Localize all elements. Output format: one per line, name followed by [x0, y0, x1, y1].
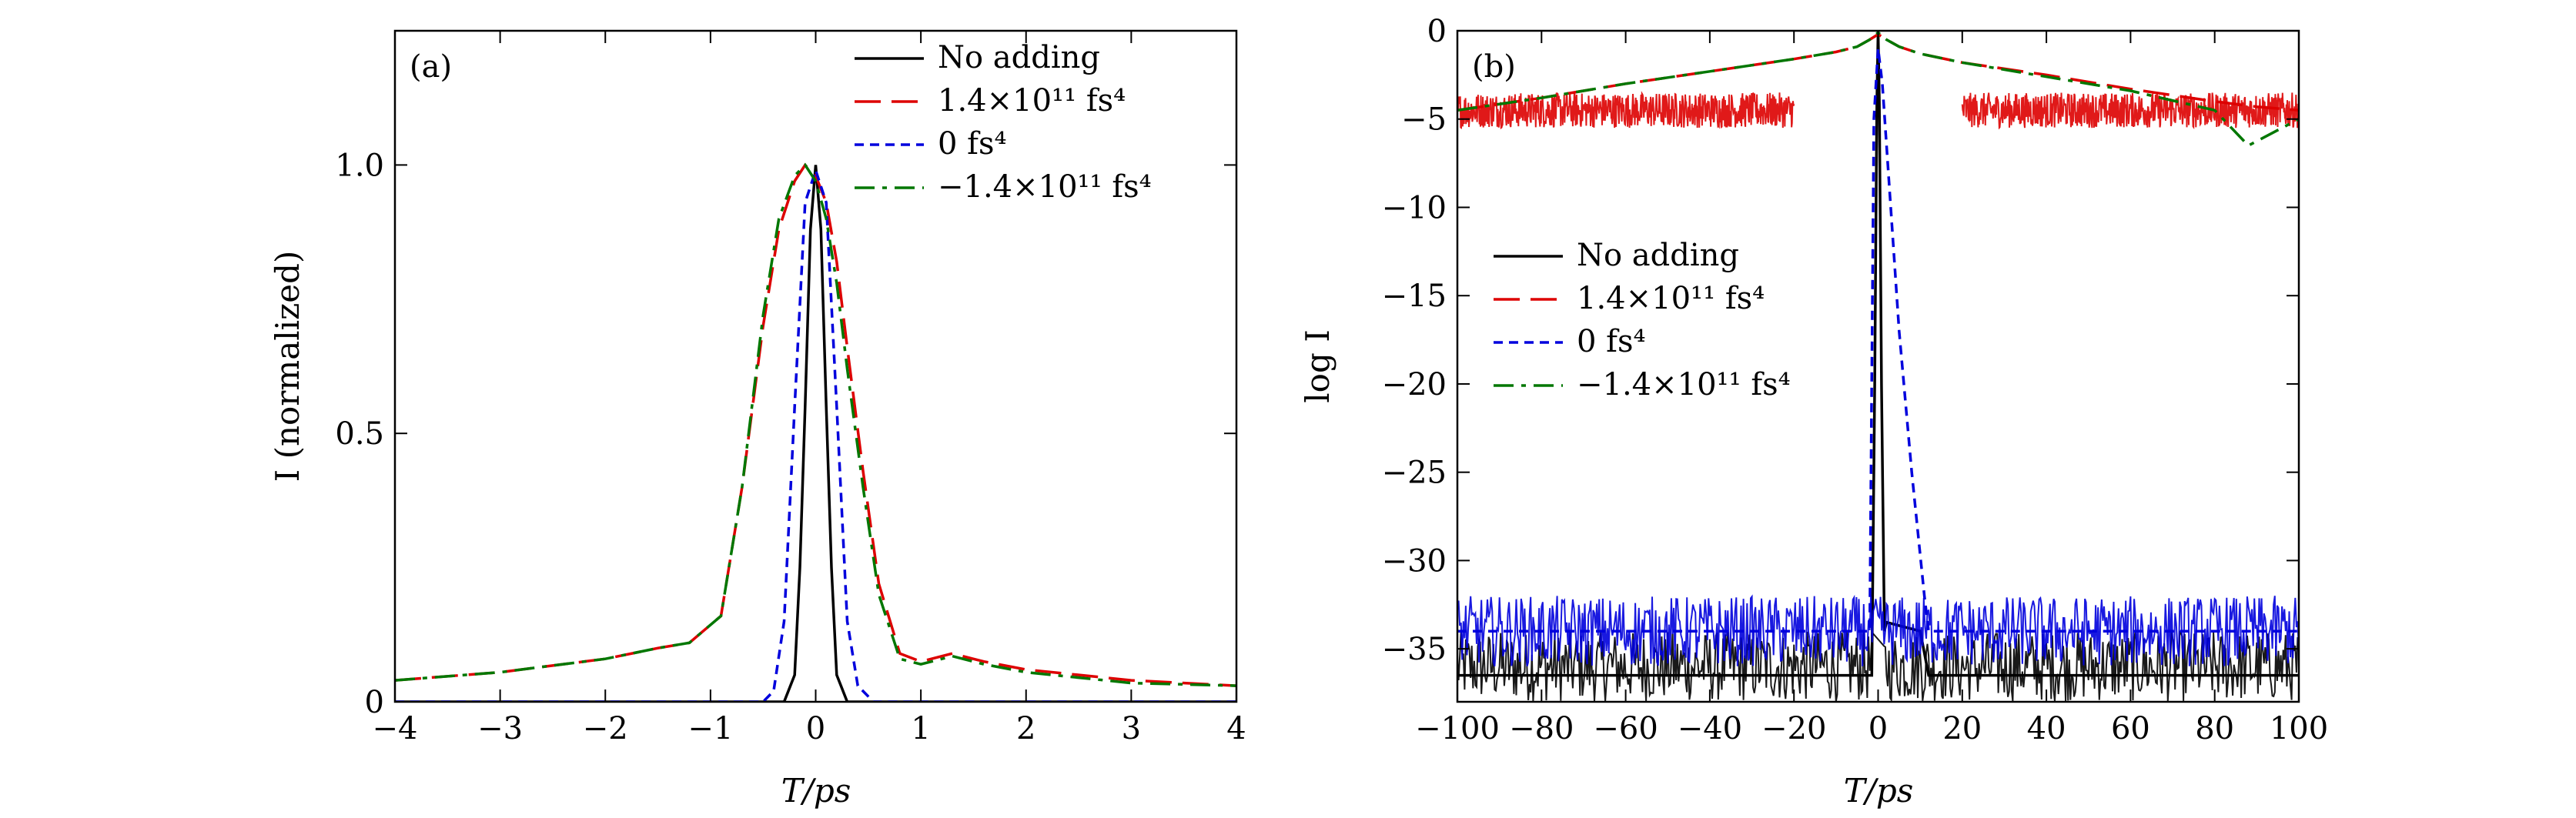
- x-tick-label: −60: [1593, 711, 1658, 746]
- x-tick-label: 0: [1868, 711, 1888, 746]
- panel-b-frame: [1456, 29, 2300, 703]
- y-tick-label: −35: [1382, 632, 1447, 667]
- legend-entry-label: 1.4×10¹¹ fs⁴: [938, 83, 1126, 119]
- series-line: [395, 165, 1236, 702]
- x-tick-label: −80: [1509, 711, 1574, 746]
- y-tick-label: −15: [1382, 279, 1447, 314]
- x-tick-label: 80: [2195, 711, 2234, 746]
- y-tick-label: −30: [1382, 543, 1447, 579]
- y-tick-label: 0: [1427, 14, 1447, 49]
- series-line: [395, 165, 1236, 702]
- x-tick-label: 3: [1122, 711, 1141, 746]
- y-tick-label: −25: [1382, 456, 1447, 491]
- x-tick-label: 20: [1942, 711, 1982, 746]
- x-tick-label: −3: [477, 711, 523, 746]
- series-noise-band: [1457, 91, 1795, 130]
- panel-b-x-ticks: −100 −80 −60 −40 −20 0 20 40 60 80 100: [1415, 31, 2328, 746]
- x-tick-label: −4: [373, 711, 418, 746]
- x-tick-label: −40: [1678, 711, 1742, 746]
- panel-a-legend: No adding 1.4×10¹¹ fs⁴ 0 fs⁴ −1.4×10¹¹ fs⁴: [855, 40, 1152, 205]
- y-tick-label: 0: [365, 685, 384, 720]
- panel-a-label: (a): [410, 49, 452, 85]
- panel-a: −4 −3 −2 −1 0 1 2 3 4 0 0.5 1.0 (a) T/ps I (normal…: [269, 29, 1246, 810]
- panel-b: −100 −80 −60 −40 −20 0 20 40 60 80 100 0 −5 −10 −15 −2…: [1299, 14, 2328, 810]
- series-noise-band: [1961, 92, 2299, 130]
- legend-entry-label: 0 fs⁴: [1577, 324, 1646, 359]
- panel-b-y-axis-label: log I: [1299, 329, 1337, 403]
- x-tick-label: 100: [2270, 711, 2328, 746]
- x-tick-label: 2: [1016, 711, 1035, 746]
- x-tick-label: −100: [1415, 711, 1500, 746]
- legend-entry-label: No adding: [1577, 238, 1739, 273]
- series-line: [395, 162, 1236, 687]
- legend-entry-label: 0 fs⁴: [938, 126, 1007, 162]
- panel-a-x-axis-label: T/ps: [781, 772, 851, 810]
- x-tick-label: 1: [911, 711, 930, 746]
- x-tick-label: −2: [583, 711, 628, 746]
- panel-b-x-axis-label: T/ps: [1844, 772, 1914, 810]
- x-tick-label: −1: [687, 711, 733, 746]
- panel-a-frame: [393, 29, 1238, 703]
- legend-entry-label: 1.4×10¹¹ fs⁴: [1577, 281, 1765, 316]
- y-tick-label: −5: [1401, 102, 1447, 138]
- panel-a-x-ticks: −4 −3 −2 −1 0 1 2 3 4: [373, 31, 1246, 746]
- legend-entry-label: No adding: [938, 40, 1100, 75]
- panel-a-series-group: [395, 162, 1236, 702]
- x-tick-label: −20: [1761, 711, 1826, 746]
- series-line: [1457, 48, 2299, 633]
- panel-a-y-ticks: 0 0.5 1.0: [335, 148, 1236, 720]
- y-tick-label: −10: [1382, 190, 1447, 225]
- panel-b-y-ticks: 0 −5 −10 −15 −20 −25 −30 −35: [1382, 14, 2299, 667]
- x-tick-label: 4: [1226, 711, 1246, 746]
- panel-b-series-group: [1457, 31, 2299, 702]
- y-tick-label: 1.0: [335, 148, 384, 183]
- x-tick-label: 0: [806, 711, 825, 746]
- panel-a-y-axis-label: I (normalized): [269, 251, 306, 482]
- x-tick-label: 60: [2111, 711, 2150, 746]
- series-noise-band: [1457, 594, 2299, 667]
- panel-b-label: (b): [1472, 49, 1516, 85]
- series-line: [1457, 31, 2299, 148]
- x-tick-label: 40: [2027, 711, 2066, 746]
- y-tick-label: 0.5: [335, 416, 384, 452]
- series-line: [395, 162, 1236, 687]
- legend-entry-label: −1.4×10¹¹ fs⁴: [938, 169, 1152, 205]
- legend-entry-label: −1.4×10¹¹ fs⁴: [1577, 367, 1791, 402]
- y-tick-label: −20: [1382, 367, 1447, 402]
- panel-b-legend: No adding 1.4×10¹¹ fs⁴ 0 fs⁴ −1.4×10¹¹ fs⁴: [1494, 238, 1791, 402]
